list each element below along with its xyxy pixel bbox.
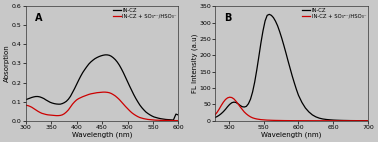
Legend: IN-CZ, IN-CZ + SO₃²⁻/HSO₃⁻: IN-CZ, IN-CZ + SO₃²⁻/HSO₃⁻ xyxy=(113,8,177,19)
Y-axis label: Absorption: Absorption xyxy=(4,45,10,82)
Text: A: A xyxy=(35,13,42,23)
X-axis label: Wavelength (nm): Wavelength (nm) xyxy=(261,131,322,138)
X-axis label: Wavelength (nm): Wavelength (nm) xyxy=(72,131,132,138)
Text: B: B xyxy=(224,13,232,23)
Legend: IN-CZ, IN-CZ + SO₃²⁻/HSO₃⁻: IN-CZ, IN-CZ + SO₃²⁻/HSO₃⁻ xyxy=(302,8,366,19)
Y-axis label: FL Intensity (a.u): FL Intensity (a.u) xyxy=(191,34,198,93)
